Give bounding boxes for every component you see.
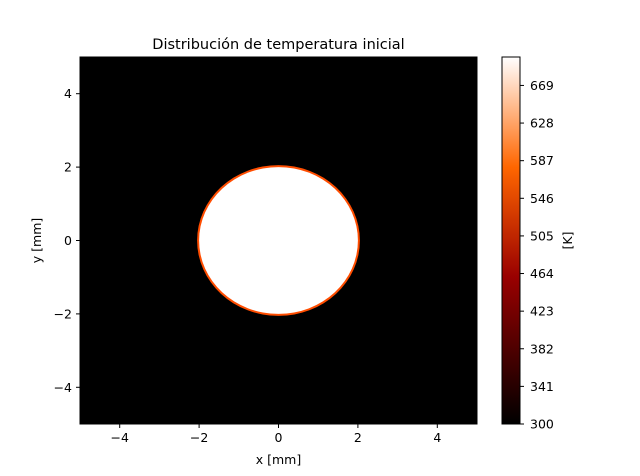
- colorbar-tick-label: 464: [530, 266, 554, 281]
- colorbar: [501, 56, 521, 425]
- y-axis-label: y [mm]: [29, 218, 44, 263]
- colorbar-tick-label: 546: [530, 191, 554, 206]
- x-tick-label: −2: [190, 430, 208, 445]
- chart-title: Distribución de temperatura inicial: [152, 37, 404, 53]
- colorbar-tick-label: 628: [530, 116, 554, 131]
- x-tick-label: −4: [110, 430, 128, 445]
- plot-area: [80, 57, 477, 424]
- y-axis: −4 −2 0 2 4: [54, 86, 80, 395]
- colorbar-tick-label: 382: [530, 341, 554, 356]
- hot-region-disk: [199, 167, 358, 314]
- x-tick-label: 4: [433, 430, 441, 445]
- colorbar-label: [K]: [560, 232, 575, 250]
- y-tick-label: −2: [54, 306, 72, 321]
- y-tick-label: 2: [64, 160, 72, 175]
- y-tick-label: 4: [64, 86, 72, 101]
- colorbar-axis: 300 341 382 423 464 505 546 587 628 669: [520, 78, 554, 432]
- colorbar-tick-label: 423: [530, 304, 554, 319]
- colorbar-tick-label: 505: [530, 228, 554, 243]
- colorbar-tick-label: 587: [530, 153, 554, 168]
- y-tick-label: −4: [54, 380, 72, 395]
- x-tick-label: 0: [275, 430, 283, 445]
- colorbar-tick-label: 341: [530, 379, 554, 394]
- colorbar-tick-label: 669: [530, 78, 554, 93]
- y-tick-label: 0: [64, 233, 72, 248]
- x-axis-label: x [mm]: [256, 452, 301, 467]
- colorbar-tick-label: 300: [530, 417, 554, 432]
- x-axis: −4 −2 0 2 4: [110, 424, 441, 445]
- x-tick-label: 2: [354, 430, 362, 445]
